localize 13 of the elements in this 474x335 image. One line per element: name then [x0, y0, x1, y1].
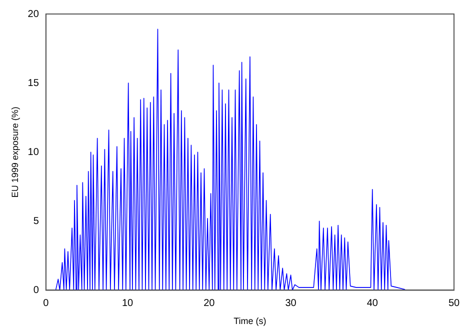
y-tick-label: 20: [28, 8, 40, 20]
x-tick-label: 50: [448, 298, 460, 309]
x-tick-label: 40: [366, 298, 378, 309]
x-tick-label: 10: [122, 298, 134, 309]
y-tick-label: 15: [28, 78, 40, 89]
y-tick-label: 0: [33, 284, 40, 296]
y-tick-label: 10: [28, 146, 40, 158]
y-tick-label: 5: [33, 216, 40, 227]
x-tick-label: 20: [204, 298, 216, 309]
x-tick-label: 30: [285, 298, 297, 309]
x-axis-title: Time (s): [234, 316, 266, 326]
x-tick-label: 0: [43, 298, 50, 309]
y-axis-title: EU 1999 exposure (%): [10, 106, 20, 198]
